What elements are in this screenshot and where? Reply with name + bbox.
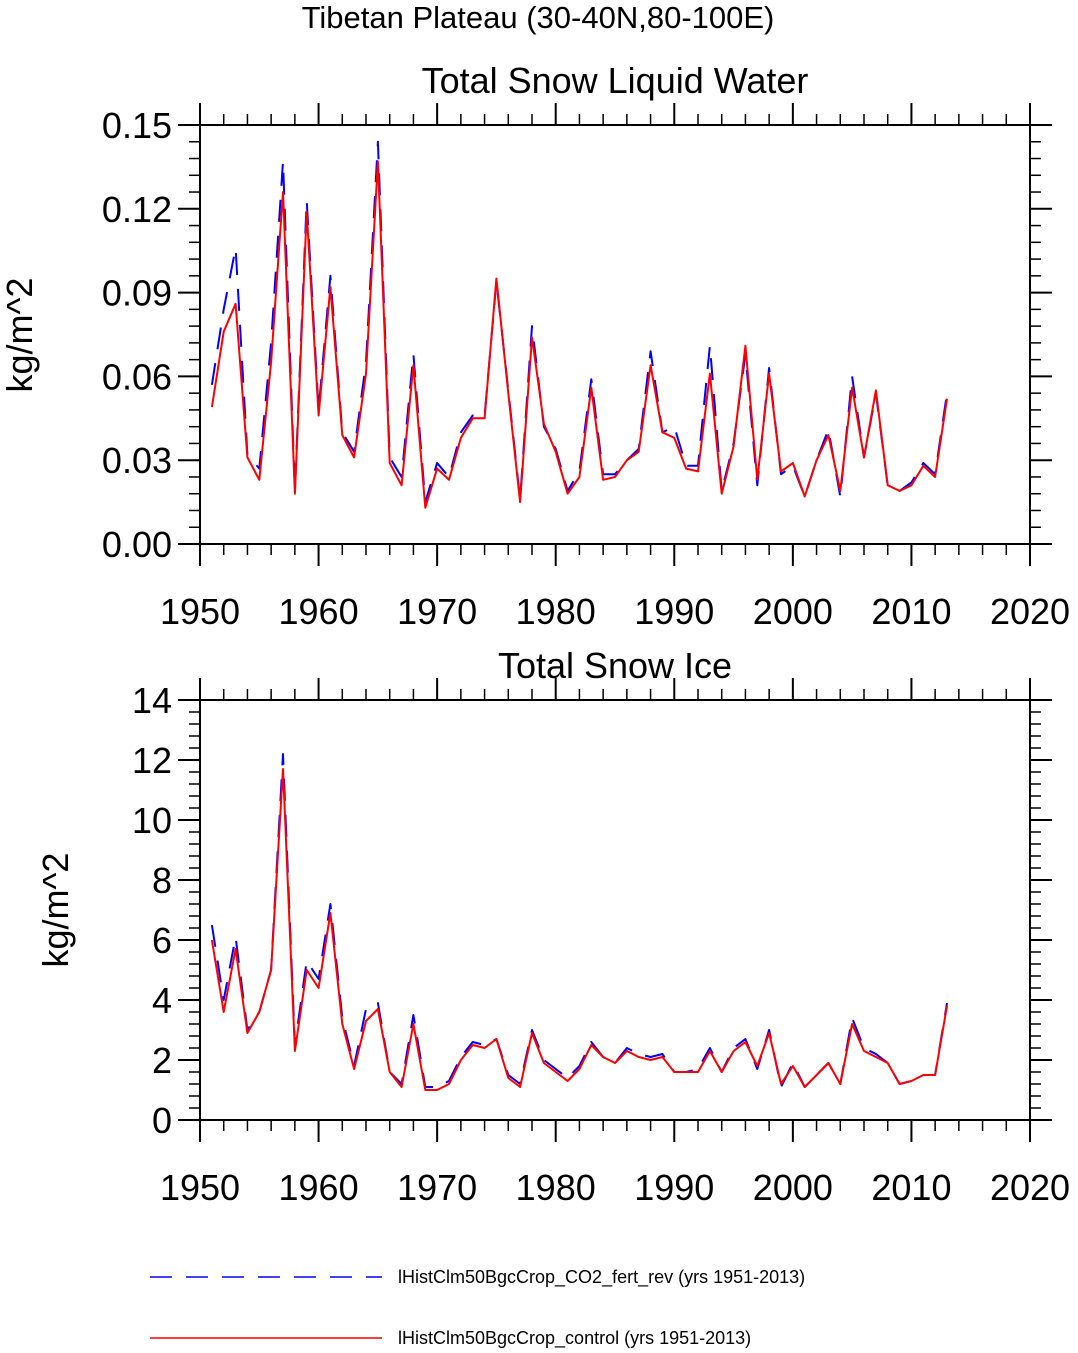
suptitle: Tibetan Plateau (30-40N,80-100E) (302, 0, 775, 35)
panel-snow-liquid-water: Total Snow Liquid Water kg/m^2 0.00 0.03 0… (0, 60, 1070, 632)
x-tick-label: 2000 (753, 591, 833, 632)
legend-label: lHistClm50BgcCrop_control (yrs 1951-2013… (398, 1328, 751, 1349)
x-tick-label: 1960 (279, 1167, 359, 1208)
y-tick-label: 14 (132, 680, 172, 721)
y-tick-label: 6 (152, 920, 172, 961)
x-tick-label: 1960 (279, 591, 359, 632)
series-line-co2-fert-rev (210, 753, 948, 1088)
y-axis-label: kg/m^2 (0, 278, 40, 393)
y-axis-label: kg/m^2 (35, 853, 76, 968)
series-line-control (210, 160, 948, 509)
x-tick-label: 1950 (160, 591, 240, 632)
x-tick-label: 2000 (753, 1167, 833, 1208)
series-line-co2-fert-rev (210, 140, 948, 504)
y-tick-label: 0.00 (102, 524, 172, 565)
x-tick-label: 1980 (516, 1167, 596, 1208)
y-tick-label: 4 (152, 980, 172, 1021)
panel-title: Total Snow Ice (498, 645, 732, 686)
y-tick-label: 0.12 (102, 189, 172, 230)
y-tick-label: 0 (152, 1100, 172, 1141)
y-tick-label: 0.06 (102, 356, 172, 397)
plot-frame (199, 124, 1031, 545)
panel-snow-ice: Total Snow Ice kg/m^2 0 2 4 6 8 10 12 14 1950 196… (35, 645, 1070, 1208)
legend-entry-co2-fert-rev: lHistClm50BgcCrop_CO2_fert_rev (yrs 1951… (150, 1267, 805, 1288)
y-tick-label: 2 (152, 1040, 172, 1081)
x-tick-label: 2010 (871, 1167, 951, 1208)
x-tick-label: 1970 (397, 591, 477, 632)
y-tick-label: 0.09 (102, 273, 172, 314)
series-line-control (210, 768, 948, 1091)
legend: lHistClm50BgcCrop_CO2_fert_rev (yrs 1951… (150, 1267, 805, 1349)
x-tick-label: 2020 (990, 1167, 1070, 1208)
y-tick-label: 0.15 (102, 105, 172, 146)
legend-label: lHistClm50BgcCrop_CO2_fert_rev (yrs 1951… (398, 1267, 805, 1288)
panel-title: Total Snow Liquid Water (422, 60, 809, 101)
y-tick-label: 8 (152, 860, 172, 901)
y-tick-label: 0.03 (102, 440, 172, 481)
x-tick-label: 1980 (516, 591, 596, 632)
x-tick-label: 1950 (160, 1167, 240, 1208)
x-tick-label: 1990 (634, 591, 714, 632)
y-tick-label: 10 (132, 800, 172, 841)
y-tick-label: 12 (132, 740, 172, 781)
x-tick-label: 1990 (634, 1167, 714, 1208)
x-tick-label: 2010 (871, 591, 951, 632)
legend-entry-control: lHistClm50BgcCrop_control (yrs 1951-2013… (150, 1328, 751, 1349)
plot-frame (199, 699, 1031, 1121)
x-tick-label: 2020 (990, 591, 1070, 632)
x-tick-label: 1970 (397, 1167, 477, 1208)
